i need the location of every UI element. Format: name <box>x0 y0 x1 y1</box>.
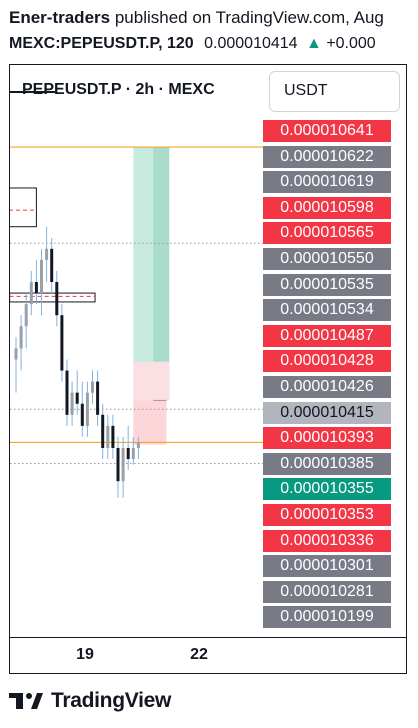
legend-strike <box>10 91 55 93</box>
candle-body <box>106 425 110 448</box>
tradingview-logo[interactable]: TradingView <box>9 688 171 714</box>
price-label: 0.000010622 <box>263 145 391 168</box>
candle-body <box>116 447 120 482</box>
price-label: 0.000010355 <box>263 478 391 501</box>
candle-body <box>14 348 18 360</box>
currency-button[interactable]: USDT <box>269 71 400 112</box>
candle-body <box>111 425 115 448</box>
price-label: 0.000010535 <box>263 273 391 296</box>
price-label: 0.000010385 <box>263 452 391 475</box>
candle-body <box>80 403 84 426</box>
candle-body <box>60 315 64 371</box>
long-position-active-loss <box>133 361 170 401</box>
price-label: 0.000010336 <box>263 529 391 552</box>
price-change: +0.000 <box>326 35 376 52</box>
price-label: 0.000010301 <box>263 555 391 578</box>
candle-body <box>24 304 28 327</box>
price-label: 0.000010281 <box>263 580 391 603</box>
candle-body <box>96 381 100 415</box>
zone-rectangle <box>10 292 96 303</box>
author-name[interactable]: Ener-traders <box>9 8 111 27</box>
tradingview-logo-icon <box>9 691 43 711</box>
publish-header: Ener-traders published on TradingView.co… <box>9 8 418 28</box>
candle-body <box>85 392 89 426</box>
candle-body <box>55 282 59 316</box>
candle-body <box>50 248 54 283</box>
zone-rectangle <box>10 187 37 228</box>
price-axis[interactable]: 0.000010641 0.000010622 0.000010619 0.00001… <box>263 65 391 673</box>
price-label: 0.000010550 <box>263 248 391 270</box>
candle-body <box>131 447 135 460</box>
price-label: 0.000010393 <box>263 427 391 450</box>
candle-body <box>34 282 38 294</box>
chart-frame[interactable]: PEPEUSDT.P · 2h · MEXC USDT 0.000010641 0… <box>9 64 407 674</box>
price-label: 0.000010619 <box>263 171 391 194</box>
price-label: 0.000010415 <box>263 401 391 424</box>
candle-body <box>101 414 105 448</box>
candle-body <box>40 259 43 294</box>
price-label: 0.000010598 <box>263 196 391 219</box>
candle-body <box>70 392 74 415</box>
candle-body <box>75 392 79 404</box>
tradingview-wordmark: TradingView <box>51 689 172 712</box>
price-label: 0.000010487 <box>263 324 391 347</box>
price-label: 0.000010534 <box>263 299 391 322</box>
candle-body <box>19 326 23 349</box>
x-tick-label: 22 <box>190 646 208 663</box>
last-price: 0.000010414 <box>204 35 298 52</box>
symbol-header: MEXC:PEPEUSDT.P, 120 0.000010414 ▲ +0.00… <box>9 34 418 54</box>
candle-body <box>91 381 94 393</box>
price-label: 0.000010565 <box>263 222 391 245</box>
chart-plot[interactable] <box>10 65 407 637</box>
price-label: 0.000010199 <box>263 606 391 629</box>
price-label: 0.000010641 <box>263 120 391 142</box>
symbol-name: MEXC:PEPEUSDT.P, 120 <box>9 35 194 52</box>
price-label: 0.000010426 <box>263 376 391 398</box>
candle-body <box>65 370 69 415</box>
chart-legend: PEPEUSDT.P · 2h · MEXC <box>22 81 215 98</box>
time-axis[interactable]: 19 22 <box>10 637 406 673</box>
candle-body <box>45 248 49 260</box>
triangle-up-icon: ▲ <box>306 35 322 52</box>
candle-body <box>126 447 130 460</box>
candle-body <box>121 447 125 482</box>
price-label: 0.000010428 <box>263 350 391 373</box>
x-tick-label: 19 <box>76 646 94 663</box>
price-label: 0.000010353 <box>263 504 391 526</box>
candle-body <box>29 282 33 305</box>
candle-body <box>136 442 140 448</box>
published-text: published on TradingView.com, Aug <box>114 8 384 27</box>
long-position-active-profit <box>153 147 170 401</box>
